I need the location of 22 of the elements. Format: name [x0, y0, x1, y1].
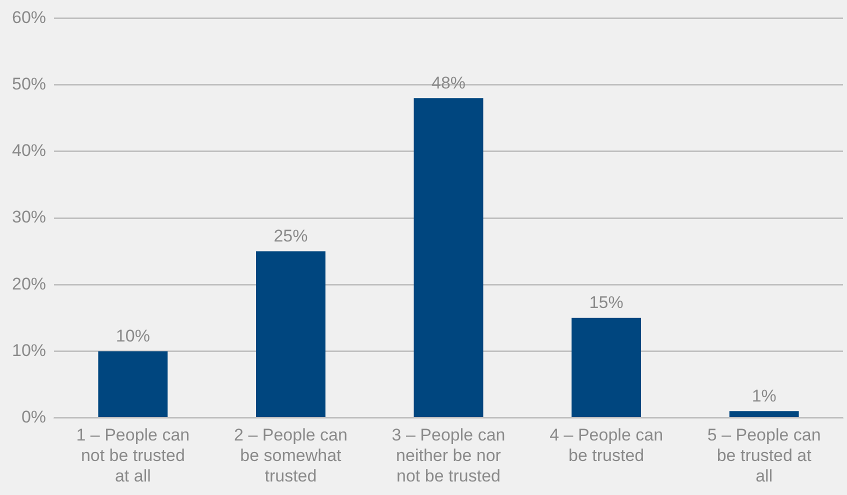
- y-tick-label: 30%: [12, 208, 46, 227]
- x-tick-label: 4 – People can be trusted: [550, 426, 664, 466]
- data-label: 10%: [116, 326, 150, 346]
- bar: [98, 351, 168, 418]
- data-label: 48%: [431, 73, 466, 92]
- data-label: 1%: [752, 386, 776, 406]
- y-tick-label: 60%: [12, 8, 46, 27]
- data-label: 25%: [274, 226, 308, 246]
- y-tick-label: 20%: [12, 274, 46, 294]
- bar: [729, 411, 799, 418]
- data-label: 15%: [589, 293, 624, 312]
- y-tick-label: 50%: [12, 74, 46, 94]
- x-tick-label: 5 – People can be trusted at all: [707, 426, 821, 486]
- y-tick-label: 0%: [21, 407, 46, 426]
- y-tick-label: 10%: [12, 340, 46, 360]
- x-tick-label: 1 – People can not be trusted at all: [76, 426, 190, 486]
- y-tick-label: 40%: [12, 141, 46, 160]
- x-tick-label: 3 – People can neither be nor not be trusted: [392, 426, 506, 486]
- bar: [414, 98, 484, 418]
- bar: [572, 318, 642, 418]
- bar: [256, 251, 326, 418]
- x-tick-label: 2 – People can be somewhat trusted: [234, 426, 348, 486]
